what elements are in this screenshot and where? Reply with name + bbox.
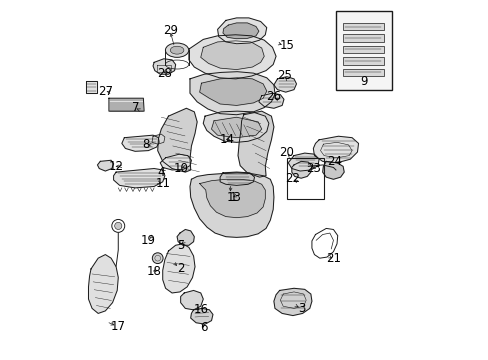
Text: 21: 21 — [325, 252, 340, 265]
Polygon shape — [238, 111, 273, 177]
Text: 29: 29 — [163, 24, 178, 37]
Circle shape — [115, 222, 122, 229]
Polygon shape — [201, 41, 264, 69]
Text: 11: 11 — [155, 177, 170, 190]
Polygon shape — [160, 154, 191, 170]
Polygon shape — [220, 172, 254, 185]
Text: 24: 24 — [326, 155, 342, 168]
Polygon shape — [109, 98, 144, 111]
Polygon shape — [199, 179, 265, 218]
Polygon shape — [97, 160, 113, 171]
Bar — [342, 57, 384, 64]
Text: 16: 16 — [193, 303, 208, 316]
Text: 18: 18 — [146, 265, 161, 278]
Ellipse shape — [170, 46, 183, 54]
Polygon shape — [158, 108, 197, 172]
Text: 19: 19 — [141, 234, 156, 247]
Polygon shape — [153, 59, 175, 74]
Text: 17: 17 — [111, 320, 125, 333]
Polygon shape — [122, 135, 159, 151]
Text: 15: 15 — [279, 39, 294, 52]
Bar — [286, 158, 324, 199]
Text: 23: 23 — [305, 162, 320, 175]
Text: 12: 12 — [108, 160, 123, 173]
Polygon shape — [188, 35, 276, 79]
Polygon shape — [313, 136, 358, 163]
Text: 13: 13 — [226, 191, 242, 204]
Text: 7: 7 — [132, 101, 140, 114]
Text: 27: 27 — [98, 85, 113, 98]
Text: 26: 26 — [266, 90, 281, 103]
Polygon shape — [287, 153, 319, 171]
Polygon shape — [223, 23, 258, 39]
Text: 28: 28 — [157, 67, 172, 80]
Text: 20: 20 — [279, 145, 294, 158]
Polygon shape — [177, 229, 194, 245]
Polygon shape — [163, 244, 195, 293]
Ellipse shape — [165, 43, 188, 57]
Text: 14: 14 — [219, 133, 234, 146]
Polygon shape — [217, 18, 266, 44]
Bar — [342, 69, 384, 76]
Text: 1: 1 — [229, 191, 237, 204]
Text: 9: 9 — [359, 75, 367, 88]
Text: 6: 6 — [200, 321, 208, 334]
Polygon shape — [203, 111, 268, 142]
Polygon shape — [152, 134, 164, 144]
Polygon shape — [190, 72, 274, 115]
Polygon shape — [291, 161, 311, 178]
Polygon shape — [86, 81, 97, 93]
Bar — [335, 12, 391, 90]
Bar — [342, 35, 384, 41]
Polygon shape — [322, 161, 344, 179]
Text: 5: 5 — [177, 239, 184, 252]
Polygon shape — [258, 93, 284, 108]
Polygon shape — [199, 78, 266, 105]
Polygon shape — [190, 309, 212, 324]
Polygon shape — [180, 291, 203, 310]
Text: 25: 25 — [277, 69, 291, 82]
Text: 22: 22 — [285, 172, 300, 185]
Bar — [342, 23, 384, 30]
Bar — [342, 46, 384, 53]
Polygon shape — [113, 168, 164, 188]
Text: 3: 3 — [298, 302, 305, 315]
Polygon shape — [88, 255, 118, 314]
Circle shape — [152, 253, 163, 264]
Text: 2: 2 — [177, 262, 184, 275]
Text: 4: 4 — [157, 166, 165, 179]
Polygon shape — [211, 117, 261, 138]
Polygon shape — [190, 173, 273, 237]
Text: 8: 8 — [142, 138, 149, 151]
Polygon shape — [273, 288, 311, 316]
Text: 10: 10 — [173, 162, 188, 175]
Polygon shape — [273, 77, 296, 92]
